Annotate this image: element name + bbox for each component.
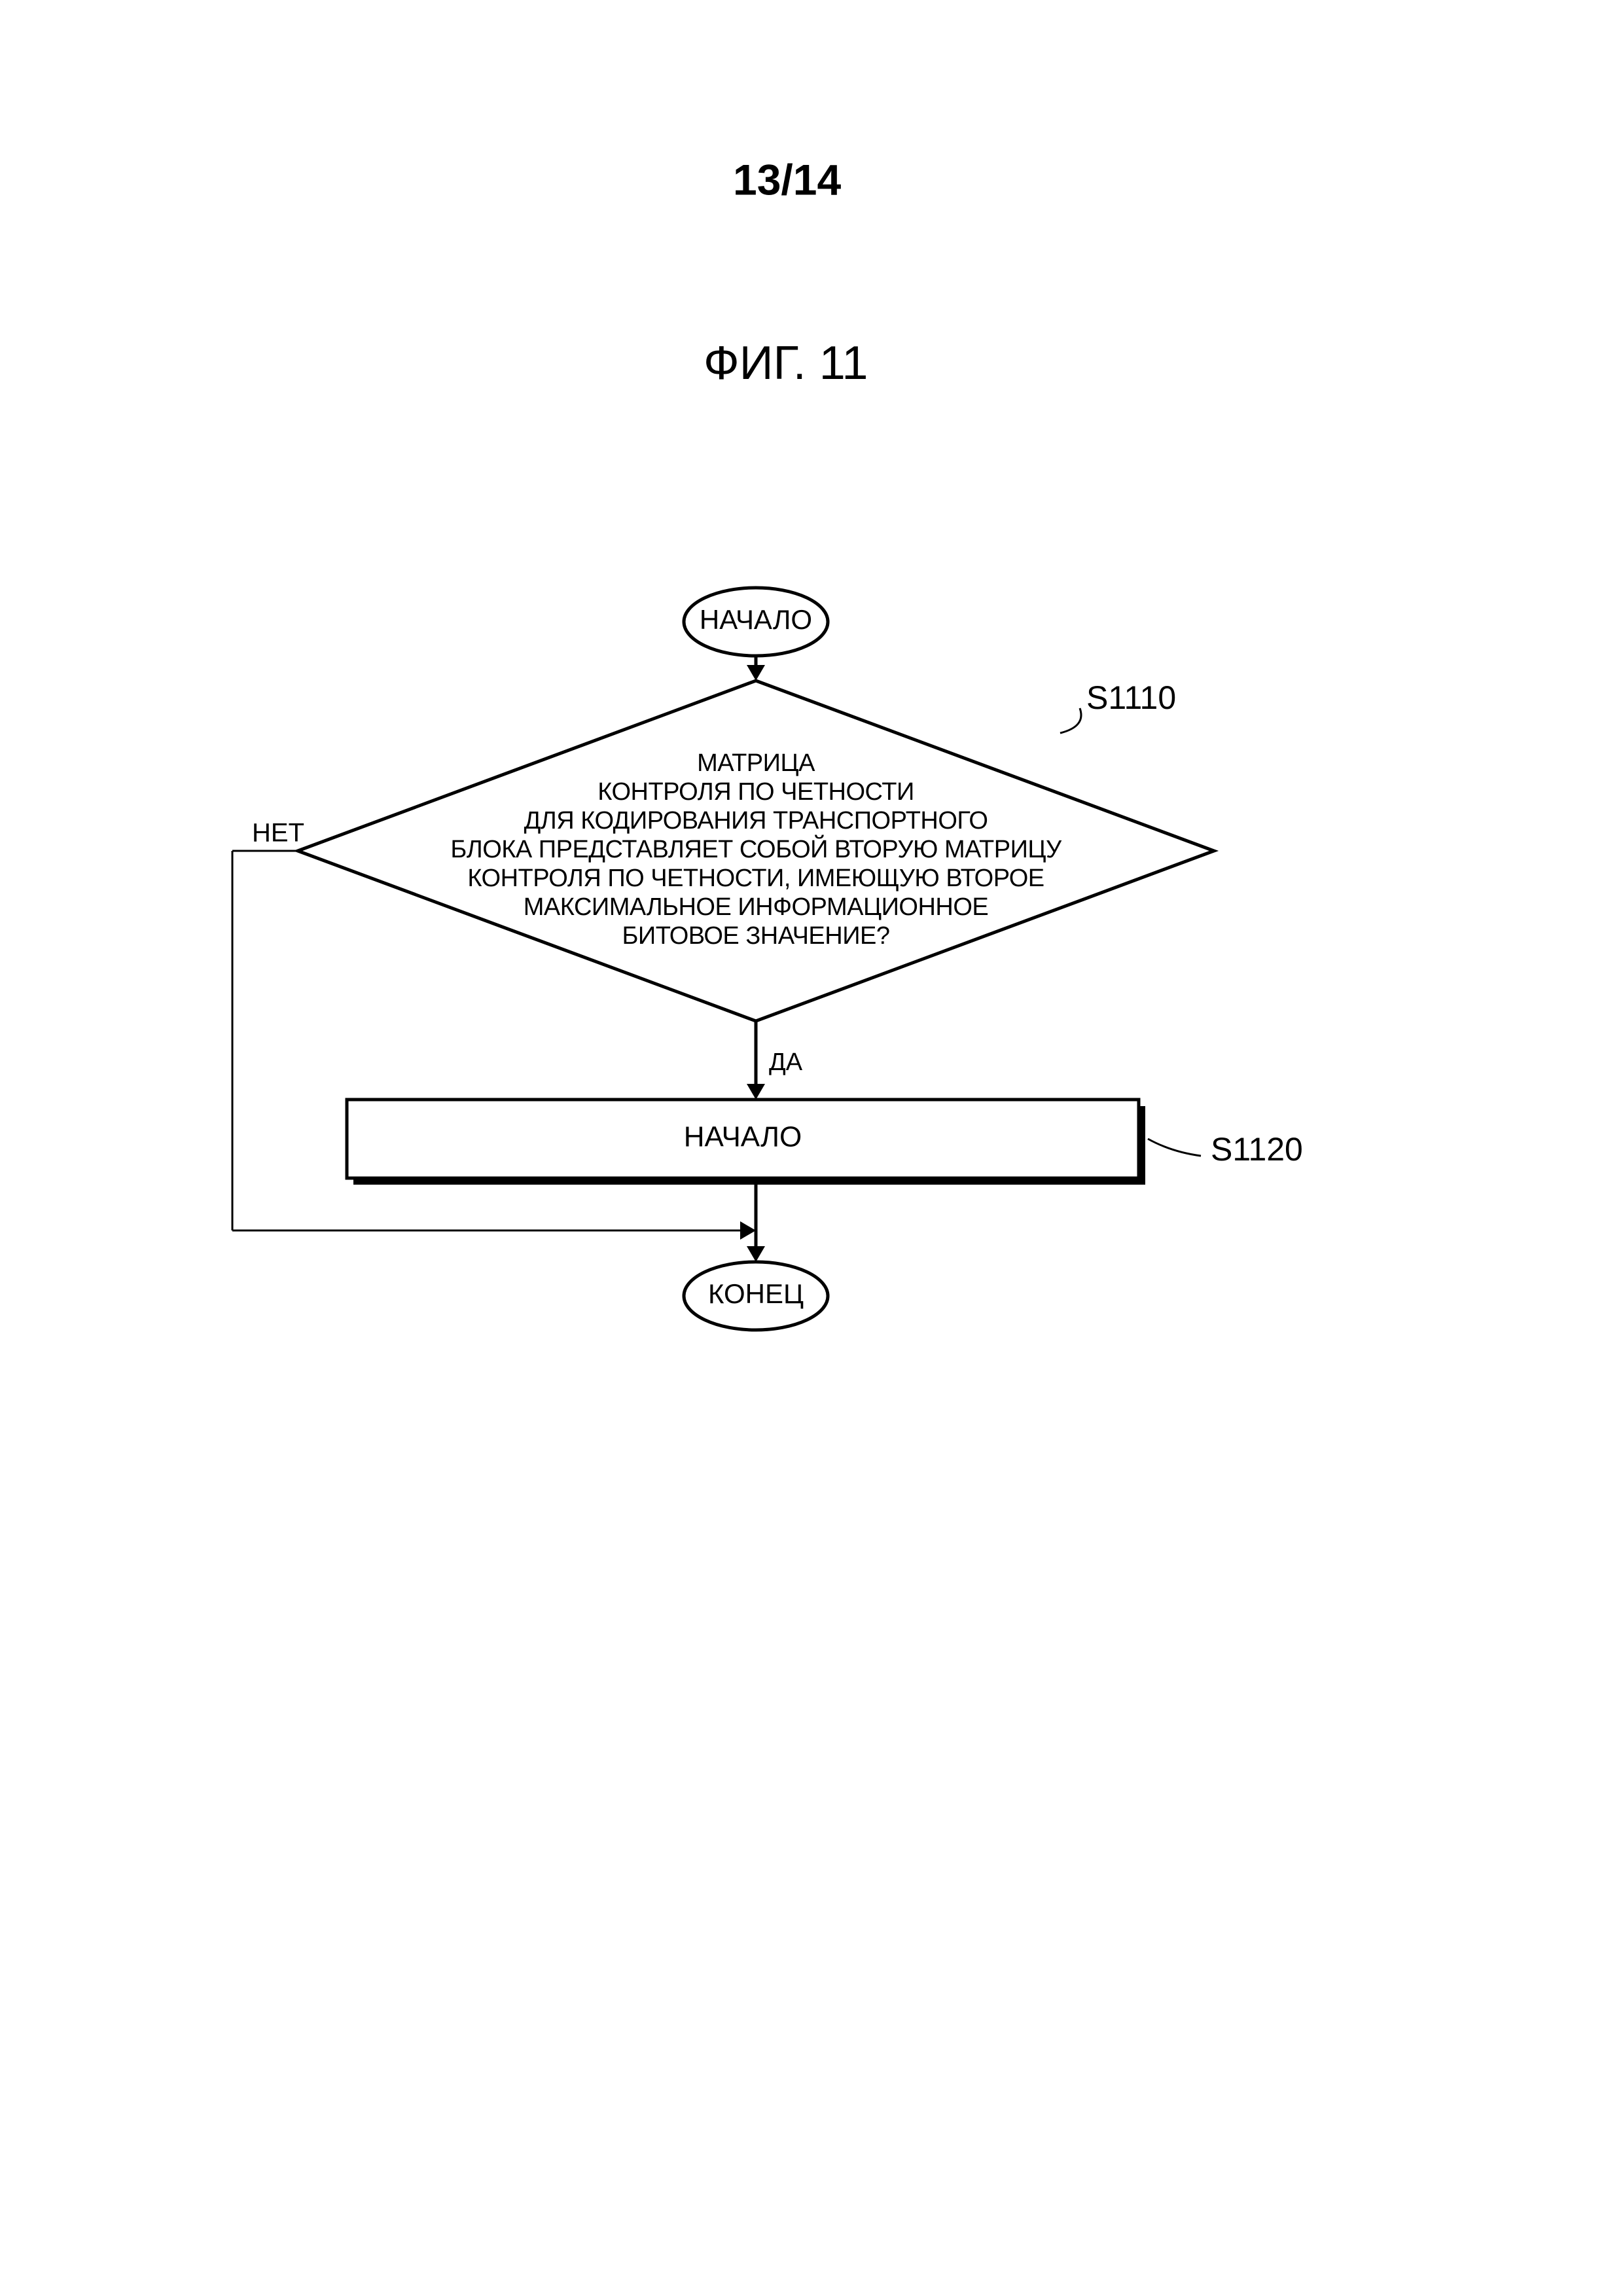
step-ref-s1110: S1110 — [1086, 679, 1176, 716]
decision-text-line: КОНТРОЛЯ ПО ЧЕТНОСТИ, ИМЕЮЩУЮ ВТОРОЕ — [467, 865, 1044, 892]
decision-text-line: БЛОКА ПРЕДСТАВЛЯЕТ СОБОЙ ВТОРУЮ МАТРИЦУ — [450, 834, 1062, 863]
svg-text:13/14: 13/14 — [733, 155, 841, 204]
end-label: КОНЕЦ — [708, 1278, 804, 1309]
decision-text-line: КОНТРОЛЯ ПО ЧЕТНОСТИ — [597, 778, 914, 806]
start-label: НАЧАЛО — [700, 604, 812, 635]
decision-text-line: МАКСИМАЛЬНОЕ ИНФОРМАЦИОННОЕ — [524, 893, 988, 921]
no-label: НЕТ — [252, 819, 304, 848]
step-ref-s1120: S1120 — [1211, 1131, 1303, 1168]
decision-text-line: БИТОВОЕ ЗНАЧЕНИЕ? — [622, 922, 889, 950]
process-label: НАЧАЛО — [684, 1121, 802, 1153]
yes-label: ДА — [769, 1049, 803, 1076]
svg-text:ФИГ. 11: ФИГ. 11 — [704, 337, 868, 389]
decision-text-line: МАТРИЦА — [697, 749, 815, 777]
decision-text-line: ДЛЯ КОДИРОВАНИЯ ТРАНСПОРТНОГО — [524, 807, 988, 834]
